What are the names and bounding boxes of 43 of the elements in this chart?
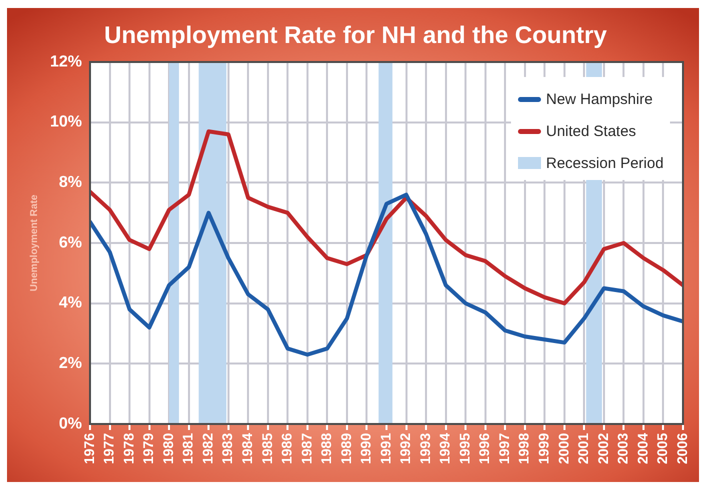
y-tick-label: 10% [50, 114, 82, 131]
x-tick-label: 1979 [140, 432, 156, 464]
x-tick-label: 2002 [594, 432, 611, 464]
y-tick-label: 12% [50, 53, 82, 70]
x-tick-label: 2004 [634, 432, 650, 464]
x-tick-label: 1980 [160, 432, 176, 464]
x-tick-label: 1983 [219, 432, 236, 464]
x-tick-label: 1988 [318, 432, 334, 464]
x-tick-label: 1985 [258, 432, 275, 464]
x-tick-label: 1990 [358, 432, 374, 464]
x-tick-label: 2005 [654, 432, 670, 464]
legend-label: United States [546, 123, 636, 141]
y-tick-label: 6% [58, 234, 82, 252]
x-tick-label: 1984 [238, 432, 255, 464]
x-tick-label: 1987 [298, 432, 314, 464]
chart-title: Unemployment Rate for NH and the Country [104, 22, 608, 50]
x-tick-label: 1978 [120, 432, 136, 464]
x-tick-label: 1999 [535, 432, 552, 464]
x-tick-label: 1997 [496, 432, 512, 464]
y-tick-label: 0% [58, 415, 82, 432]
x-tick-label: 1982 [199, 432, 216, 464]
x-tick-label: 1998 [516, 432, 532, 464]
x-tick-label: 1995 [456, 432, 472, 464]
x-tick-label: 2000 [555, 432, 572, 464]
x-tick-label: 1994 [436, 432, 453, 464]
x-tick-label: 1989 [338, 432, 354, 464]
x-tick-label: 1981 [180, 432, 196, 464]
y-tick-label: 4% [58, 294, 82, 312]
x-tick-label: 2001 [575, 432, 592, 464]
x-tick-label: 1993 [416, 432, 433, 464]
legend-label: New Hampshire [546, 91, 653, 109]
band-label: Recession Period [546, 155, 664, 173]
x-tick-label: 1992 [397, 432, 414, 464]
x-tick-label: 1976 [80, 432, 97, 464]
y-tick-label: 2% [58, 355, 82, 372]
x-tick-label: 1991 [377, 432, 394, 464]
y-tick-label: 8% [58, 174, 82, 192]
x-tick-label: 1986 [278, 432, 295, 464]
x-tick-label: 2003 [614, 432, 631, 464]
y-axis-title: Unemployment Rate [28, 194, 40, 292]
x-tick-label: 1996 [476, 432, 492, 464]
x-tick-label: 2006 [674, 432, 690, 464]
x-tick-label: 1977 [100, 432, 117, 464]
